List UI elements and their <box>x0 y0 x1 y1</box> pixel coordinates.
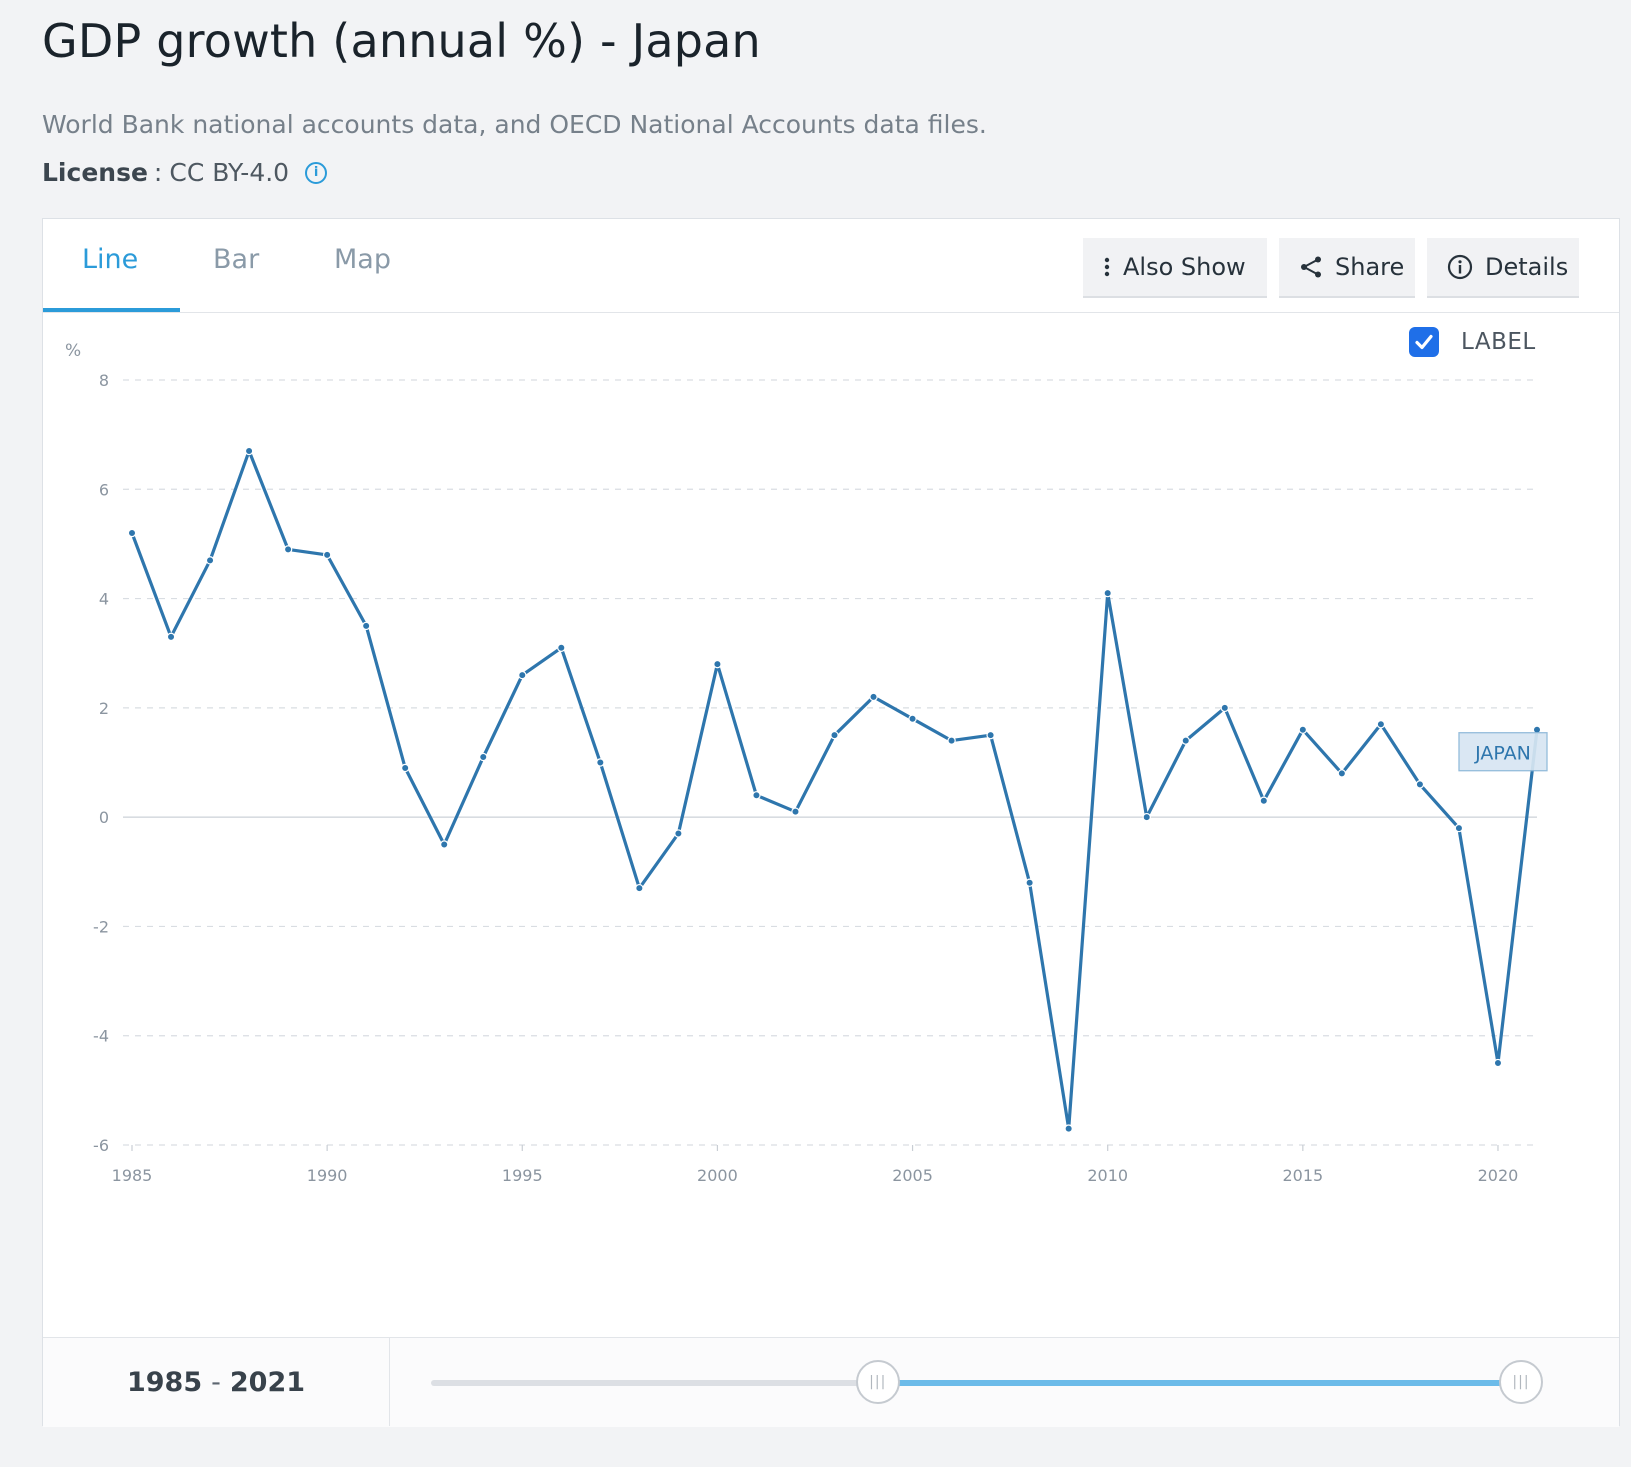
data-point[interactable] <box>986 730 995 740</box>
slider-handle-end[interactable]: ||| <box>1499 1360 1543 1404</box>
chart-card: Line Bar Map Also Show Share Details % 8… <box>42 218 1620 1427</box>
data-point[interactable] <box>908 714 917 723</box>
x-tick-label: 2020 <box>1478 1166 1519 1185</box>
range-start: 1985 <box>126 1366 203 1398</box>
line-chart: % 8 6 4 2 0 -2 -4 -6 1985 1990 1995 2000 2005 2010 20… <box>65 341 1548 1185</box>
y-tick-label: 0 <box>99 808 109 827</box>
y-tick-label: 8 <box>99 371 109 390</box>
details-button[interactable]: Details <box>1427 238 1579 298</box>
data-point[interactable] <box>244 446 254 456</box>
label-toggle[interactable]: LABEL <box>1409 327 1536 357</box>
range-label: 1985 - 2021 <box>43 1338 390 1426</box>
y-tick-label: 4 <box>99 590 109 609</box>
data-point[interactable] <box>1181 736 1190 745</box>
more-vertical-icon <box>1103 256 1111 278</box>
end-label-text: JAPAN <box>1474 743 1531 765</box>
chart-tabs: Line Bar Map Also Show Share Details <box>43 219 1619 313</box>
license-value: CC BY-4.0 <box>169 158 290 187</box>
checkmark-icon <box>1415 334 1433 350</box>
data-point[interactable] <box>557 643 566 652</box>
data-point[interactable] <box>1493 1058 1503 1068</box>
range-end: 2021 <box>229 1366 306 1398</box>
also-show-button[interactable]: Also Show <box>1083 238 1267 298</box>
data-point[interactable] <box>1142 812 1151 822</box>
tab-line[interactable]: Line <box>82 244 139 275</box>
details-label: Details <box>1485 253 1569 281</box>
label-checkbox[interactable] <box>1409 327 1439 357</box>
data-point[interactable] <box>1415 780 1425 789</box>
y-tick-label: 2 <box>99 699 109 718</box>
data-point[interactable] <box>1376 720 1386 729</box>
share-button[interactable]: Share <box>1279 238 1415 298</box>
slider-selected-range <box>877 1380 1521 1386</box>
share-label: Share <box>1335 253 1405 281</box>
data-point[interactable] <box>791 807 800 816</box>
data-point[interactable] <box>1220 703 1229 713</box>
x-tick-label: 2010 <box>1087 1166 1128 1185</box>
data-point[interactable] <box>1298 725 1308 734</box>
x-tick-label: 1990 <box>307 1166 348 1185</box>
x-tick-label: 1995 <box>502 1166 543 1185</box>
y-tick-label: -6 <box>93 1136 109 1155</box>
data-point[interactable] <box>479 752 488 762</box>
share-icon <box>1299 255 1323 279</box>
year-range-slider[interactable] <box>431 1380 1521 1386</box>
x-tick-label: 2000 <box>697 1166 738 1185</box>
y-tick-label: 6 <box>99 480 109 499</box>
x-tick-label: 2015 <box>1282 1166 1323 1185</box>
range-bar: 1985 - 2021 ||| ||| <box>43 1337 1619 1427</box>
data-point[interactable] <box>1337 769 1347 778</box>
page-title: GDP growth (annual %) - Japan <box>42 14 761 68</box>
series-end-label: JAPAN <box>1458 732 1548 772</box>
data-point[interactable] <box>322 550 332 560</box>
data-point[interactable] <box>440 840 449 849</box>
license-key: License <box>42 158 148 187</box>
info-icon[interactable]: i <box>305 161 328 184</box>
data-point[interactable] <box>518 670 527 680</box>
end-label-box <box>1458 732 1548 772</box>
data-point[interactable] <box>1259 796 1269 805</box>
y-tick-label: -2 <box>93 917 109 936</box>
data-point[interactable] <box>869 692 878 702</box>
data-point[interactable] <box>127 528 137 538</box>
data-point[interactable] <box>752 791 761 800</box>
data-point[interactable] <box>400 763 410 773</box>
tab-map[interactable]: Map <box>334 244 391 275</box>
y-axis-unit-label: % <box>65 341 81 361</box>
range-dash: - <box>211 1366 221 1398</box>
y-tick-label: -4 <box>93 1027 109 1046</box>
license-line: License : CC BY-4.0 i <box>42 158 328 187</box>
info-circle-icon <box>1447 254 1473 280</box>
also-show-label: Also Show <box>1123 253 1246 281</box>
data-point[interactable] <box>947 736 956 745</box>
slider-handle-start[interactable]: ||| <box>855 1360 900 1404</box>
license-separator: : <box>153 158 163 187</box>
data-point[interactable] <box>830 730 839 740</box>
data-point[interactable] <box>674 829 683 838</box>
label-toggle-text: LABEL <box>1461 329 1536 355</box>
data-point[interactable] <box>205 556 215 565</box>
data-point[interactable] <box>635 883 644 893</box>
data-point[interactable] <box>283 545 293 554</box>
data-point[interactable] <box>166 632 176 642</box>
x-tick-label: 2005 <box>892 1166 933 1185</box>
tab-bar[interactable]: Bar <box>213 244 260 275</box>
data-point[interactable] <box>1454 823 1464 833</box>
active-tab-indicator <box>43 308 180 312</box>
data-point[interactable] <box>1025 878 1034 887</box>
data-point[interactable] <box>1103 588 1112 598</box>
data-point[interactable] <box>361 621 371 631</box>
data-point[interactable] <box>1064 1124 1073 1133</box>
x-tick-label: 1985 <box>112 1166 153 1185</box>
source-note: World Bank national accounts data, and O… <box>42 110 987 139</box>
data-point[interactable] <box>596 758 605 767</box>
data-point[interactable] <box>713 659 722 669</box>
series-line[interactable] <box>130 449 1539 1131</box>
